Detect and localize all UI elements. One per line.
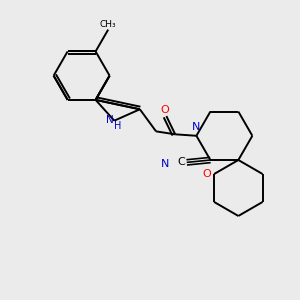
Text: N: N	[192, 122, 201, 132]
Text: N: N	[106, 115, 114, 125]
Text: C: C	[177, 158, 185, 167]
Text: CH₃: CH₃	[100, 20, 116, 29]
Text: N: N	[161, 159, 169, 169]
Text: O: O	[160, 105, 169, 115]
Text: H: H	[114, 121, 122, 131]
Text: O: O	[202, 169, 211, 179]
